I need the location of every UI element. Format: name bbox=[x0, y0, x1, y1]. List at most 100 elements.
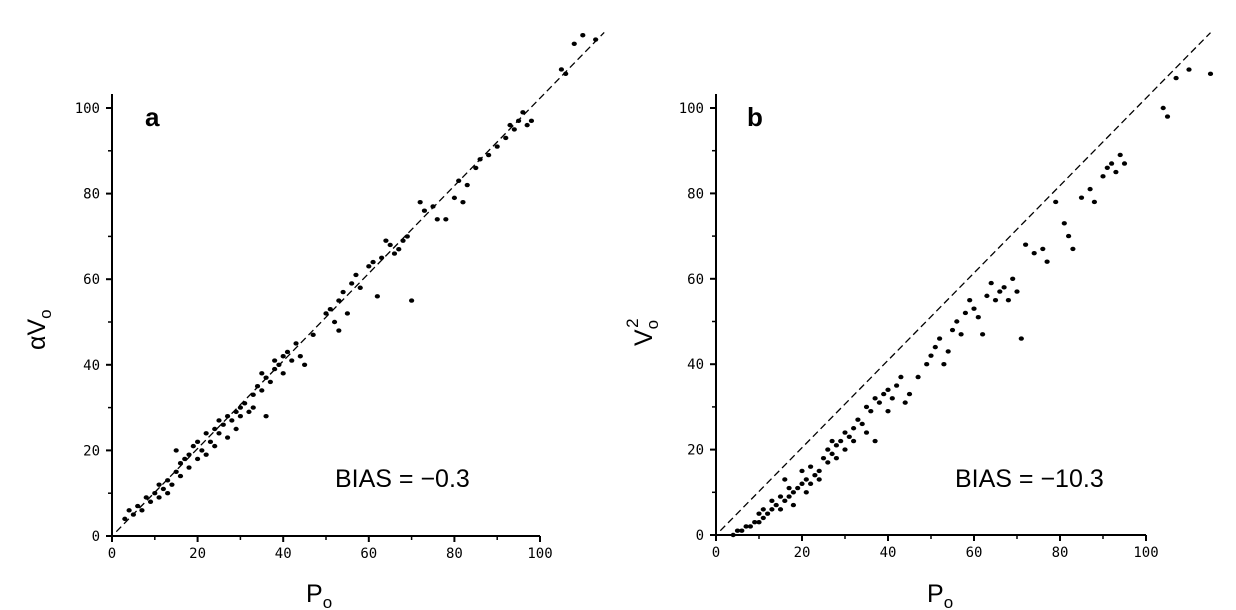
data-point bbox=[173, 469, 179, 474]
data-point bbox=[391, 251, 398, 256]
data-point bbox=[1001, 285, 1007, 290]
data-point bbox=[563, 71, 569, 76]
data-point bbox=[739, 528, 745, 533]
data-point bbox=[846, 434, 852, 439]
data-point bbox=[1053, 199, 1059, 205]
data-point bbox=[1031, 250, 1037, 256]
data-point bbox=[272, 358, 278, 363]
data-point bbox=[1014, 289, 1020, 294]
data-point bbox=[212, 426, 218, 432]
x-tick-label: 80 bbox=[446, 546, 463, 562]
data-point bbox=[863, 404, 870, 410]
data-point bbox=[233, 409, 239, 415]
points-a bbox=[122, 33, 599, 522]
data-point bbox=[777, 507, 784, 512]
data-point bbox=[173, 448, 179, 453]
data-point bbox=[1207, 71, 1214, 77]
data-point bbox=[808, 481, 814, 486]
data-point bbox=[284, 349, 291, 355]
y-tick-label: 80 bbox=[83, 187, 100, 203]
y-tick-label: 0 bbox=[92, 529, 100, 545]
data-point bbox=[186, 465, 192, 470]
data-point bbox=[967, 297, 973, 303]
data-point bbox=[752, 519, 758, 525]
data-point bbox=[937, 336, 943, 341]
data-point bbox=[829, 451, 835, 457]
data-point bbox=[558, 67, 565, 72]
data-point bbox=[152, 491, 158, 496]
data-point bbox=[396, 247, 402, 252]
data-point bbox=[851, 426, 857, 431]
ticks-a: 0 20 40 60 80 100 0 20 40 60 80 100 bbox=[75, 101, 553, 562]
data-point bbox=[494, 144, 500, 149]
data-point bbox=[1160, 105, 1166, 111]
data-point bbox=[790, 502, 797, 508]
data-point bbox=[186, 452, 192, 457]
data-point bbox=[417, 199, 423, 205]
data-point bbox=[516, 118, 522, 124]
data-point bbox=[357, 285, 363, 290]
data-point bbox=[207, 439, 214, 445]
data-point bbox=[872, 396, 878, 401]
data-point bbox=[199, 448, 205, 453]
data-point bbox=[254, 384, 261, 389]
data-point bbox=[293, 341, 299, 346]
y-axis-label-b: Vo2 bbox=[623, 318, 662, 346]
x-tick-label: 40 bbox=[880, 545, 897, 561]
data-point bbox=[889, 396, 895, 401]
data-point bbox=[984, 293, 990, 299]
data-point bbox=[203, 452, 209, 457]
data-point bbox=[992, 297, 999, 303]
data-point bbox=[962, 310, 969, 316]
data-point bbox=[1023, 242, 1029, 247]
bias-annotation-a: BIAS = −0.3 bbox=[335, 465, 470, 493]
data-point bbox=[945, 349, 951, 354]
data-point bbox=[769, 498, 775, 504]
data-point bbox=[1117, 152, 1123, 158]
data-point bbox=[756, 519, 762, 525]
data-point bbox=[743, 524, 749, 529]
data-point bbox=[263, 413, 269, 419]
data-point bbox=[885, 387, 891, 393]
data-point bbox=[747, 524, 754, 529]
data-point bbox=[777, 494, 784, 499]
data-point bbox=[1173, 75, 1179, 81]
data-point bbox=[932, 344, 938, 350]
data-point bbox=[1070, 246, 1076, 252]
data-point bbox=[1121, 161, 1128, 166]
data-point bbox=[580, 33, 586, 38]
data-point bbox=[430, 204, 436, 209]
data-point bbox=[851, 438, 857, 444]
data-point bbox=[242, 401, 248, 406]
data-point bbox=[906, 391, 913, 397]
data-point bbox=[734, 528, 741, 533]
y-tick-label: 60 bbox=[83, 272, 100, 288]
data-point bbox=[456, 178, 462, 183]
data-point bbox=[1066, 233, 1072, 239]
y-tick-label: 20 bbox=[83, 443, 100, 459]
data-point bbox=[434, 217, 440, 222]
data-point bbox=[353, 272, 359, 278]
data-point bbox=[1091, 199, 1097, 205]
data-point bbox=[730, 532, 736, 538]
data-point bbox=[216, 418, 222, 423]
data-point bbox=[971, 306, 977, 311]
data-point bbox=[786, 494, 792, 499]
data-point bbox=[997, 289, 1003, 294]
panel-label-a: a bbox=[145, 102, 160, 132]
data-point bbox=[760, 507, 766, 512]
data-point bbox=[799, 468, 805, 474]
data-point bbox=[156, 482, 162, 487]
data-point bbox=[980, 332, 986, 337]
data-point bbox=[1040, 246, 1046, 252]
data-point bbox=[229, 418, 235, 423]
data-point bbox=[825, 460, 831, 465]
data-point bbox=[344, 311, 350, 316]
data-point bbox=[195, 456, 201, 462]
y-tick-label: 100 bbox=[679, 101, 704, 117]
identity-line bbox=[115, 32, 605, 533]
data-point bbox=[310, 332, 316, 338]
x-axis-label-b: Po bbox=[927, 580, 953, 610]
data-point bbox=[451, 195, 457, 201]
data-point bbox=[782, 477, 788, 482]
